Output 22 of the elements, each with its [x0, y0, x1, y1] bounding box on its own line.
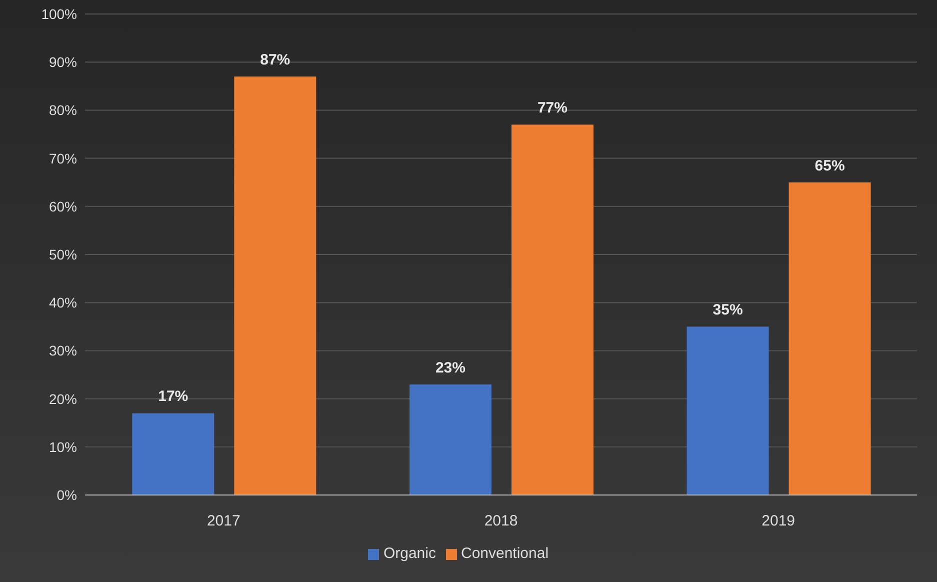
y-tick-label: 40% — [48, 294, 77, 311]
data-label: 17% — [158, 388, 188, 406]
data-label: 87% — [260, 52, 290, 69]
x-tick-label: 2018 — [484, 512, 518, 530]
data-label: 23% — [435, 359, 466, 376]
data-label: 65% — [814, 157, 845, 174]
y-tick-label: 50% — [48, 246, 77, 262]
y-tick-label: 100% — [41, 6, 77, 22]
y-tick-label: 90% — [48, 54, 77, 70]
data-label: 77% — [537, 100, 568, 117]
y-tick-label: 10% — [48, 438, 77, 455]
x-tick-label: 2019 — [762, 512, 796, 530]
y-tick-label: 0% — [56, 486, 77, 503]
legend-label: Conventional — [460, 545, 549, 562]
y-tick-label: 70% — [48, 150, 77, 166]
y-tick-label: 60% — [48, 198, 77, 214]
data-label: 35% — [712, 302, 743, 319]
legend-label: Organic — [383, 545, 436, 562]
y-tick-label: 30% — [48, 342, 77, 359]
x-tick-label: 2017 — [206, 512, 240, 530]
y-tick-label: 80% — [48, 102, 77, 118]
y-tick-label: 20% — [48, 390, 77, 407]
